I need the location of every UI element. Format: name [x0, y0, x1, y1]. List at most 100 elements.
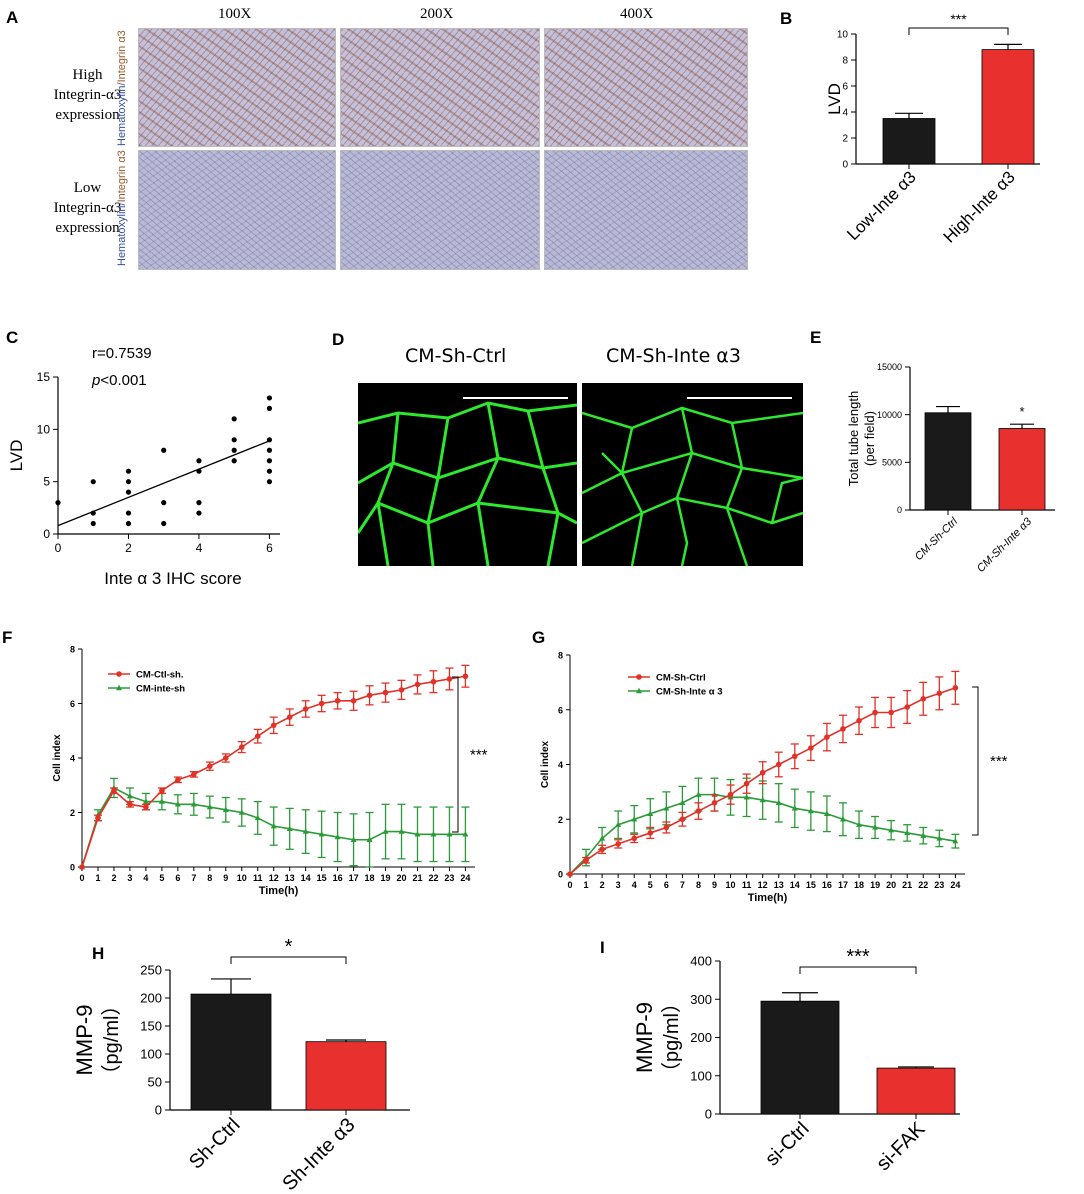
data-point [775, 799, 782, 806]
y-tick-label: 2 [558, 815, 563, 825]
bar [924, 412, 972, 511]
data-point [695, 791, 702, 797]
panel-d-title-ctrl: CM-Sh-Ctrl [405, 345, 507, 367]
data-point [125, 520, 132, 527]
data-point [446, 831, 453, 837]
panel-label-d: D [332, 330, 345, 349]
data-point [126, 792, 133, 799]
data-point [196, 500, 202, 506]
significance-label: *** [846, 946, 870, 968]
x-tick-label: 18 [365, 873, 375, 883]
panel-label-b: B [780, 9, 792, 28]
x-axis-label: Time(h) [259, 885, 299, 897]
magnification-label-200x: 200X [420, 6, 454, 22]
data-point [318, 700, 325, 707]
x-tick-label: 4 [632, 880, 637, 890]
data-point [631, 835, 638, 842]
data-point [161, 500, 167, 506]
x-tick-label: 17 [838, 880, 848, 890]
x-tick-label: 15 [317, 873, 327, 883]
panel-d-title-inte: CM-Sh-Inte α3 [606, 345, 741, 367]
y-tick-label: 6 [70, 699, 75, 709]
panel-label-f: F [2, 628, 12, 647]
data-point [599, 835, 606, 841]
y-tick-label: 2 [70, 808, 75, 818]
x-tick-label: 12 [269, 873, 279, 883]
y-tick-label: 6 [842, 82, 848, 93]
data-point [807, 807, 814, 814]
significance-label: *** [470, 747, 488, 764]
x-tick-label: 3 [616, 880, 621, 890]
x-tick-label: 7 [680, 880, 685, 890]
data-point [270, 722, 277, 729]
y-tick-label: 0 [558, 870, 563, 880]
data-point [711, 800, 718, 806]
data-point [266, 468, 273, 474]
significance-label: * [285, 936, 293, 958]
y-tick-label: 5000 [882, 457, 902, 467]
x-tick-label: 22 [918, 880, 928, 890]
x-tick-label: 0 [567, 880, 572, 890]
data-point [175, 777, 181, 783]
data-point [302, 828, 309, 834]
data-point [823, 810, 830, 816]
data-point [231, 458, 237, 464]
data-point [775, 761, 782, 768]
data-point [266, 447, 273, 453]
data-point [727, 791, 734, 798]
data-point [222, 806, 229, 812]
chart-b: B 0 2 4 6 8 10 LVD Low-Inte α3 High-Inte α3 *** [780, 9, 1040, 247]
x-tick-label: Sh-Ctrl [185, 1114, 245, 1174]
y-tick-label: 8 [558, 651, 563, 661]
data-point [90, 479, 96, 485]
data-point [679, 799, 686, 806]
x-tick-label: Low-Inte α3 [843, 167, 920, 244]
stain-label-low: Hematoxylin/Integrin α3 [116, 150, 128, 266]
data-point [462, 673, 469, 680]
chart-h: H 0 50 100 150 200 250 MMP-9 （pg/ml） Sh-Ctrl Sh-In… [72, 936, 410, 1194]
data-point [615, 841, 621, 847]
bar [876, 1067, 956, 1115]
magnification-label-400x: 400X [620, 6, 654, 22]
y-tick-label: 50 [148, 1075, 162, 1090]
data-point [266, 479, 273, 485]
data-point [90, 520, 96, 527]
row-label-high: High Integrin-α3 expression [53, 67, 122, 123]
data-point [191, 771, 197, 778]
data-point [111, 787, 117, 794]
ihc-image-low-200x [340, 150, 540, 270]
data-point [936, 690, 943, 697]
data-point [414, 681, 421, 688]
data-point [743, 780, 750, 787]
data-point [238, 744, 245, 750]
x-tick-label: 1 [584, 880, 589, 890]
x-tick-label: 4 [196, 541, 203, 555]
chart-c: Cr=0.7539 p<0.001 0 5 10 15 0 2 4 6 LVD Inte α 3 IH… [6, 328, 280, 588]
bar [882, 118, 936, 165]
data-point [952, 685, 959, 691]
data-point [95, 815, 101, 821]
data-point [791, 753, 798, 760]
x-tick-label: 13 [774, 880, 784, 890]
data-point [159, 787, 165, 794]
data-point [207, 763, 213, 769]
y-tick-label: 200 [140, 991, 162, 1006]
y-tick-label: 10 [837, 30, 849, 41]
bar [998, 428, 1046, 511]
x-tick-label: 0 [79, 873, 84, 883]
y-tick-label: 100 [140, 1047, 162, 1062]
significance-bracket [799, 966, 917, 974]
data-point [55, 500, 61, 506]
y-axis-label-line1: MMP-9 [72, 1005, 97, 1076]
data-point [125, 479, 132, 485]
data-point [334, 833, 341, 840]
legend-label: CM-Ctl-sh. [136, 670, 184, 681]
data-point [872, 709, 878, 716]
x-tick-label: 20 [397, 873, 407, 883]
data-point [142, 798, 149, 804]
data-point [856, 821, 863, 827]
data-point [350, 697, 357, 704]
panel-label-g: G [532, 628, 545, 647]
data-point [888, 827, 895, 833]
